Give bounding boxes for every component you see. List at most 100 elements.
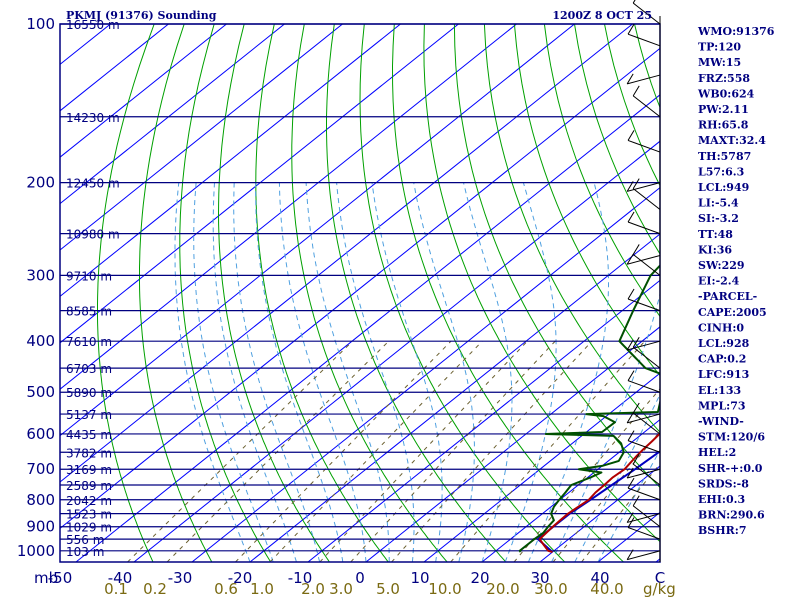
sounding-index-line: TT:48 — [698, 228, 733, 241]
isotherm-line — [60, 24, 633, 483]
height-label: 2042 m — [66, 494, 112, 508]
mixing-ratio-tick-label: 40.0 — [590, 580, 623, 598]
wind-barb-shaft — [627, 340, 661, 351]
temperature-tick-label: -10 — [288, 569, 313, 587]
wind-barb — [626, 339, 661, 351]
dry-adiabat-line — [291, 24, 448, 562]
pressure-unit-label: mb — [34, 569, 58, 587]
wind-barb-flag — [627, 288, 635, 300]
wind-barb-shaft — [632, 95, 661, 118]
height-label: 8585 m — [66, 305, 112, 319]
wind-barb-flag — [627, 517, 635, 528]
wind-barb — [626, 181, 661, 192]
sounding-index-line: HEL:2 — [698, 446, 736, 459]
wind-barbs — [626, 0, 661, 562]
dry-adiabat-line — [574, 24, 660, 255]
temperature-tick-label: -30 — [168, 569, 193, 587]
height-label: 10980 m — [66, 228, 120, 242]
mixing-ratio-tick-label: 2.0 — [301, 580, 325, 598]
wind-barb-flag — [627, 130, 635, 141]
sounding-index-line: TP:120 — [698, 41, 741, 54]
temperature-tick-label: -40 — [108, 569, 133, 587]
sounding-index-line: CAPE:2005 — [698, 306, 767, 319]
dry-adiabat-line — [543, 24, 660, 318]
dry-adiabat-line — [453, 24, 660, 489]
height-label: 6703 m — [66, 362, 112, 376]
sounding-index-line: WMO:91376 — [697, 25, 775, 38]
dry-adiabat-line — [179, 24, 272, 562]
isotherm-line — [60, 24, 343, 251]
wind-barb-shaft — [632, 2, 661, 25]
wind-barb-shaft — [627, 550, 661, 561]
temperature-tick-label: C — [655, 569, 665, 587]
pressure-tick-label: 500 — [26, 383, 55, 401]
mixing-ratio-unit: g/kg — [643, 580, 676, 598]
dry-adiabat-line — [755, 24, 800, 562]
wind-barb — [626, 73, 661, 85]
mixing-ratio-line — [127, 340, 353, 562]
temperature-trace — [538, 431, 660, 553]
pressure-tick-label: 100 — [26, 15, 55, 33]
pressure-tick-label: 1000 — [17, 542, 55, 560]
wind-barb — [632, 402, 661, 435]
moist-adiabat-line — [463, 182, 513, 562]
wind-barb-flag — [632, 0, 636, 4]
temperature-tick-label: -20 — [228, 569, 253, 587]
isotherm-line — [60, 24, 575, 437]
wind-barb-flag — [626, 339, 634, 351]
isotherm-line — [60, 24, 227, 158]
wind-barb — [632, 453, 661, 486]
dry-adiabat-line — [97, 24, 155, 562]
sounding-index-line: SW:229 — [698, 259, 745, 272]
wind-barb-shaft — [627, 221, 661, 235]
wind-barb-flag — [632, 85, 640, 97]
moist-adiabat-line — [305, 182, 390, 562]
temperature-tick-label: 40 — [590, 569, 609, 587]
chart-title: PKMJ (91376) Sounding — [66, 9, 217, 22]
wind-barb — [626, 512, 661, 523]
sounding-index-line: PW:2.11 — [698, 103, 749, 116]
height-label: 1523 m — [66, 508, 112, 522]
moist-adiabat-line — [336, 182, 415, 562]
moist-adiabat-line — [255, 182, 344, 562]
height-label: 103 m — [66, 545, 104, 559]
wind-barb-shaft — [627, 139, 661, 153]
wind-barb-shaft — [632, 346, 661, 369]
dry-adiabat-line — [423, 24, 660, 543]
pressure-tick-label: 700 — [26, 460, 55, 478]
mixing-ratio-line — [235, 340, 452, 562]
pressure-tick-label: 900 — [26, 518, 55, 536]
sounding-index-line: BRN:290.6 — [698, 509, 765, 522]
wind-barb-flag — [626, 412, 634, 424]
sounding-index-line: MPL:73 — [698, 399, 746, 412]
wind-barb-shaft — [632, 412, 661, 435]
pressure-tick-label: 600 — [26, 425, 55, 443]
mixing-ratio-tick-label: 0.6 — [214, 580, 238, 598]
mixing-ratio-tick-label: 20.0 — [486, 580, 519, 598]
wind-barb-flag — [626, 253, 634, 265]
dry-adiabat-line — [391, 24, 624, 562]
mixing-ratio-tick-label: 10.0 — [428, 580, 461, 598]
height-label: 16550 m — [66, 18, 120, 32]
wind-barb-flag — [626, 467, 634, 479]
wind-barb-shaft — [632, 254, 661, 276]
moist-adiabat-line — [413, 182, 475, 562]
wind-barb — [626, 253, 661, 265]
mixing-ratio-line — [581, 463, 660, 562]
sounding-index-line: RH:65.8 — [698, 119, 749, 132]
mixing-ratio-line — [269, 340, 483, 562]
wind-barb-shaft — [627, 254, 661, 265]
sounding-index-line: LCL:928 — [698, 337, 750, 350]
dry-adiabat-line — [217, 24, 330, 562]
sounding-index-line: MW:15 — [698, 56, 741, 69]
pressure-tick-label: 200 — [26, 174, 55, 192]
wind-barb-shaft — [627, 513, 661, 523]
wind-barb-flag — [626, 181, 634, 192]
wind-barb — [627, 288, 661, 312]
wind-barb-flag — [627, 370, 635, 381]
profile-lines — [518, 264, 660, 553]
moist-adiabat-line — [551, 291, 660, 562]
wind-barb-shaft — [627, 298, 661, 312]
dry-adiabat-line — [513, 24, 660, 377]
